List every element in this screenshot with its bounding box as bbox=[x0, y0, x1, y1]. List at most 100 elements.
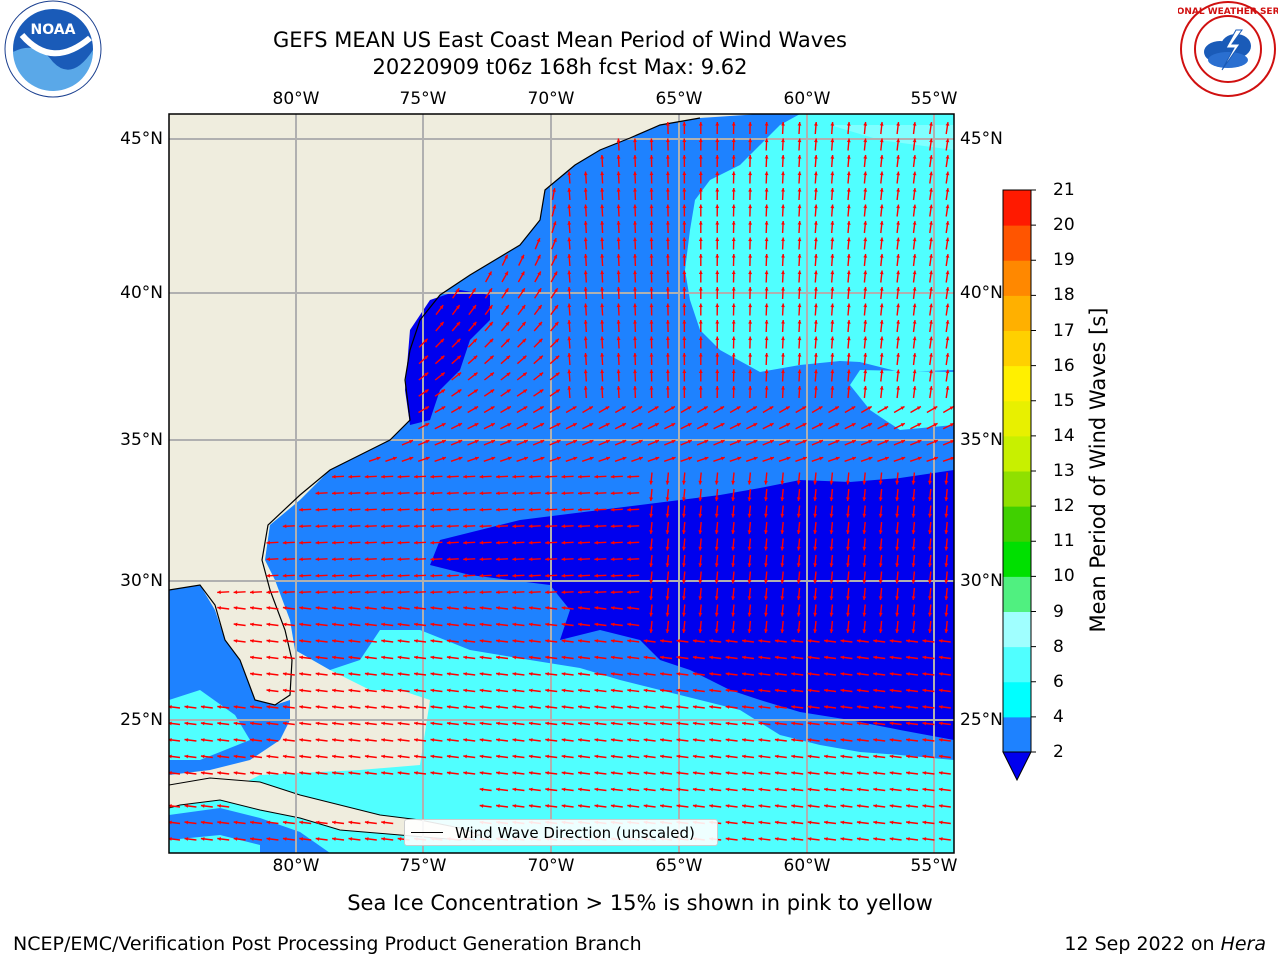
wind-wave-arrowhead bbox=[682, 530, 686, 534]
wind-wave-arrowhead bbox=[714, 497, 719, 501]
wind-wave-arrowhead bbox=[567, 303, 572, 308]
wind-wave-arrowhead bbox=[496, 771, 500, 775]
wind-wave-arrowhead bbox=[315, 837, 320, 841]
wind-wave-arrowhead bbox=[829, 480, 834, 485]
wind-wave-arrowhead bbox=[463, 590, 467, 595]
wind-wave-arrowhead bbox=[846, 270, 851, 275]
wind-wave-arrowhead bbox=[731, 480, 736, 485]
wind-wave-arrowhead bbox=[545, 771, 549, 775]
wind-wave-arrowhead bbox=[862, 546, 867, 551]
wind-wave-arrowhead bbox=[456, 355, 461, 360]
wind-wave-arrowhead bbox=[522, 372, 527, 377]
wind-wave-arrowhead bbox=[934, 456, 938, 461]
wind-wave-arrowhead bbox=[660, 804, 664, 808]
wind-wave-arrowhead bbox=[332, 672, 336, 676]
wind-wave-arrowhead bbox=[496, 655, 500, 660]
wind-wave-arrowhead bbox=[928, 563, 932, 567]
wind-wave-arrowhead bbox=[698, 353, 703, 357]
wind-wave-arrowhead bbox=[553, 238, 557, 242]
wind-wave-arrowhead bbox=[830, 254, 835, 258]
wind-wave-arrowhead bbox=[682, 237, 687, 241]
wind-wave-arrowhead bbox=[440, 338, 444, 343]
wind-wave-arrowhead bbox=[889, 820, 894, 825]
wind-wave-arrowhead bbox=[938, 672, 943, 676]
wind-wave-arrowhead bbox=[505, 338, 510, 343]
lon-tick-top: 60°W bbox=[783, 89, 831, 109]
wind-wave-arrowhead bbox=[594, 524, 598, 529]
wind-wave-arrowhead bbox=[299, 705, 303, 709]
wind-wave-arrowhead bbox=[791, 787, 795, 792]
wind-wave-arrowhead bbox=[709, 738, 713, 742]
wind-wave-arrowhead bbox=[266, 590, 270, 595]
wind-wave-arrowhead bbox=[594, 721, 599, 726]
wind-wave-arrowhead bbox=[583, 386, 588, 390]
wind-wave-arrowhead bbox=[945, 353, 950, 357]
wind-wave-arrowhead bbox=[758, 721, 763, 726]
wind-wave-arrowhead bbox=[282, 754, 287, 759]
wind-wave-arrowhead bbox=[512, 672, 517, 676]
wind-wave-arrowhead bbox=[506, 372, 511, 377]
wind-wave-arrowhead bbox=[457, 372, 462, 377]
wind-wave-arrowhead bbox=[397, 688, 402, 693]
wind-wave-arrowhead bbox=[507, 440, 512, 444]
wind-wave-arrowhead bbox=[781, 303, 785, 308]
wind-wave-arrowhead bbox=[315, 771, 320, 775]
wind-wave-arrowhead bbox=[748, 221, 753, 225]
wind-wave-arrowhead bbox=[250, 639, 254, 643]
wind-wave-arrowhead bbox=[633, 303, 637, 308]
wind-wave-arrowhead bbox=[714, 513, 719, 518]
wind-wave-arrowhead bbox=[348, 705, 353, 709]
wind-wave-arrowhead bbox=[774, 787, 779, 792]
wind-wave-arrowhead bbox=[758, 787, 763, 792]
wind-wave-arrowhead bbox=[282, 771, 287, 775]
wind-wave-arrowhead bbox=[780, 480, 785, 485]
wind-wave-arrowhead bbox=[878, 497, 883, 501]
wind-wave-arrowhead bbox=[649, 629, 654, 633]
wind-wave-arrowhead bbox=[878, 579, 883, 584]
wind-wave-arrowhead bbox=[813, 629, 818, 633]
wind-wave-arrowhead bbox=[430, 606, 435, 610]
wind-wave-arrowhead bbox=[381, 573, 385, 578]
wind-wave-arrowhead bbox=[430, 622, 435, 627]
wind-wave-arrowhead bbox=[846, 188, 851, 192]
wind-wave-arrowhead bbox=[813, 480, 818, 485]
wind-wave-arrowhead bbox=[610, 688, 615, 693]
wind-wave-arrowhead bbox=[463, 655, 467, 660]
wind-wave-arrowhead bbox=[463, 524, 467, 529]
wind-wave-arrowhead bbox=[709, 688, 713, 693]
wind-wave-arrowhead bbox=[895, 563, 900, 567]
wind-wave-arrowhead bbox=[748, 369, 753, 374]
colorbar-extend-arrow bbox=[1002, 751, 1032, 782]
wind-wave-arrowhead bbox=[528, 655, 533, 660]
wind-wave-arrowhead bbox=[873, 754, 877, 759]
wind-wave-arrowhead bbox=[911, 497, 916, 501]
lon-tick-bottom: 60°W bbox=[783, 856, 831, 876]
wind-wave-arrowhead bbox=[523, 423, 528, 427]
wind-wave-arrowhead bbox=[633, 353, 637, 357]
wind-wave-arrowhead bbox=[589, 456, 594, 461]
wind-wave-arrowhead bbox=[829, 579, 834, 584]
wind-wave-arrowhead bbox=[578, 606, 582, 610]
wind-wave-arrowhead bbox=[200, 738, 205, 742]
wind-wave-arrowhead bbox=[266, 754, 271, 759]
wind-wave-arrowhead bbox=[715, 336, 720, 340]
wind-wave-arrowhead bbox=[463, 705, 467, 709]
wind-wave-arrowhead bbox=[912, 138, 917, 143]
wind-wave-arrowhead bbox=[649, 596, 654, 600]
wind-wave-arrowhead bbox=[649, 563, 654, 567]
wind-wave-arrowhead bbox=[649, 480, 654, 485]
wind-wave-arrowhead bbox=[747, 596, 752, 600]
wind-wave-arrowhead bbox=[698, 513, 703, 518]
wind-wave-arrowhead bbox=[748, 254, 753, 258]
colorbar-tick-label: 20 bbox=[1053, 215, 1075, 236]
wind-wave-arrowhead bbox=[512, 705, 517, 709]
wind-wave-arrowhead bbox=[929, 221, 933, 225]
wind-wave-arrowhead bbox=[764, 204, 769, 209]
wind-wave-arrowhead bbox=[381, 557, 385, 562]
wind-wave-arrowhead bbox=[879, 171, 884, 176]
wind-wave-arrowhead bbox=[906, 738, 910, 742]
wind-wave-arrowhead bbox=[797, 221, 802, 225]
wind-wave-arrowhead bbox=[600, 336, 605, 341]
wind-wave-arrowhead bbox=[747, 497, 752, 501]
wind-wave-arrowhead bbox=[282, 672, 287, 676]
